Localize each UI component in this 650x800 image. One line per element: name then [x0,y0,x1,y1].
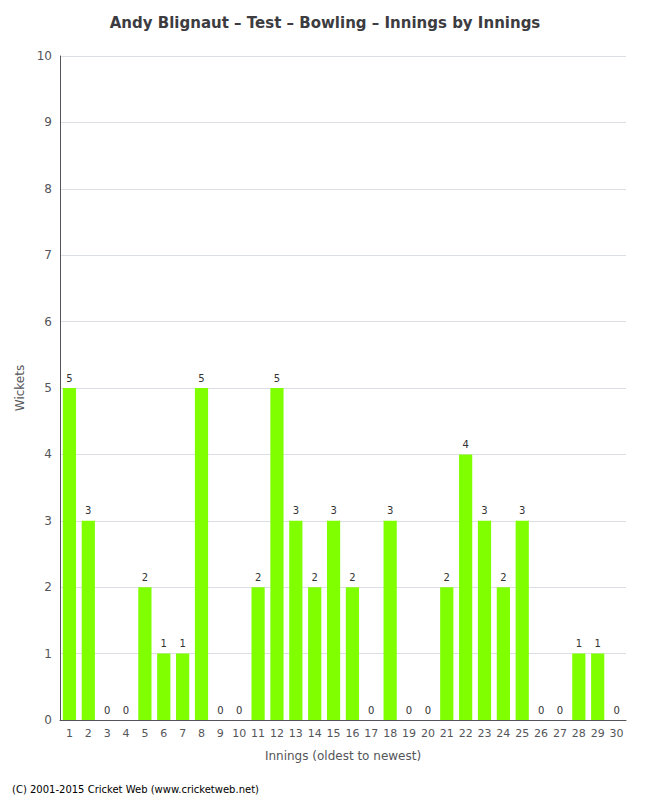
svg-text:2: 2 [312,572,318,583]
svg-text:5: 5 [141,727,148,740]
svg-text:24: 24 [496,727,510,740]
svg-text:20: 20 [421,727,435,740]
svg-text:11: 11 [251,727,265,740]
svg-text:13: 13 [289,727,303,740]
svg-text:3: 3 [85,505,91,516]
svg-text:4: 4 [44,447,52,461]
svg-text:3: 3 [481,505,487,516]
svg-text:18: 18 [383,727,397,740]
svg-text:0: 0 [557,705,563,716]
svg-text:8: 8 [44,182,52,196]
svg-text:8: 8 [198,727,205,740]
svg-text:15: 15 [327,727,341,740]
svg-text:9: 9 [217,727,224,740]
svg-text:0: 0 [538,705,544,716]
svg-text:0: 0 [123,705,129,716]
svg-text:4: 4 [462,439,468,450]
svg-text:2: 2 [142,572,148,583]
svg-text:0: 0 [613,705,619,716]
svg-text:9: 9 [44,115,52,129]
svg-text:29: 29 [591,727,605,740]
svg-text:(C) 2001-2015 Cricket Web (www: (C) 2001-2015 Cricket Web (www.cricketwe… [12,784,259,795]
svg-text:0: 0 [217,705,223,716]
svg-text:3: 3 [387,505,393,516]
svg-text:2: 2 [349,572,355,583]
svg-text:Andy Blignaut – Test – Bowling: Andy Blignaut – Test – Bowling – Innings… [110,14,541,32]
svg-text:22: 22 [459,727,473,740]
svg-text:3: 3 [293,505,299,516]
svg-text:25: 25 [515,727,529,740]
svg-text:2: 2 [500,572,506,583]
svg-text:16: 16 [345,727,359,740]
svg-text:1: 1 [66,727,73,740]
svg-text:10: 10 [232,727,246,740]
svg-text:5: 5 [66,373,72,384]
svg-text:21: 21 [440,727,454,740]
svg-text:3: 3 [44,514,52,528]
svg-text:28: 28 [572,727,586,740]
svg-text:0: 0 [425,705,431,716]
svg-text:3: 3 [104,727,111,740]
svg-text:5: 5 [274,373,280,384]
svg-text:10: 10 [37,49,52,63]
svg-text:4: 4 [123,727,130,740]
svg-text:12: 12 [270,727,284,740]
svg-text:Wickets: Wickets [13,365,27,411]
svg-text:0: 0 [104,705,110,716]
svg-text:2: 2 [85,727,92,740]
svg-text:23: 23 [478,727,492,740]
svg-text:0: 0 [44,713,52,727]
svg-text:0: 0 [406,705,412,716]
svg-text:1: 1 [161,638,167,649]
svg-text:0: 0 [236,705,242,716]
svg-text:30: 30 [610,727,624,740]
svg-text:5: 5 [198,373,204,384]
svg-text:19: 19 [402,727,416,740]
svg-text:2: 2 [44,580,52,594]
svg-text:1: 1 [44,647,52,661]
svg-text:1: 1 [576,638,582,649]
svg-text:3: 3 [330,505,336,516]
svg-text:17: 17 [364,727,378,740]
svg-text:1: 1 [595,638,601,649]
svg-text:5: 5 [44,381,52,395]
svg-text:1: 1 [179,638,185,649]
svg-text:14: 14 [308,727,322,740]
svg-text:7: 7 [44,248,52,262]
svg-text:6: 6 [44,315,52,329]
svg-text:26: 26 [534,727,548,740]
svg-text:27: 27 [553,727,567,740]
svg-text:0: 0 [368,705,374,716]
svg-text:Innings (oldest to newest): Innings (oldest to newest) [265,749,421,763]
svg-text:2: 2 [444,572,450,583]
svg-text:6: 6 [160,727,167,740]
svg-text:2: 2 [255,572,261,583]
svg-text:3: 3 [519,505,525,516]
svg-text:7: 7 [179,727,186,740]
